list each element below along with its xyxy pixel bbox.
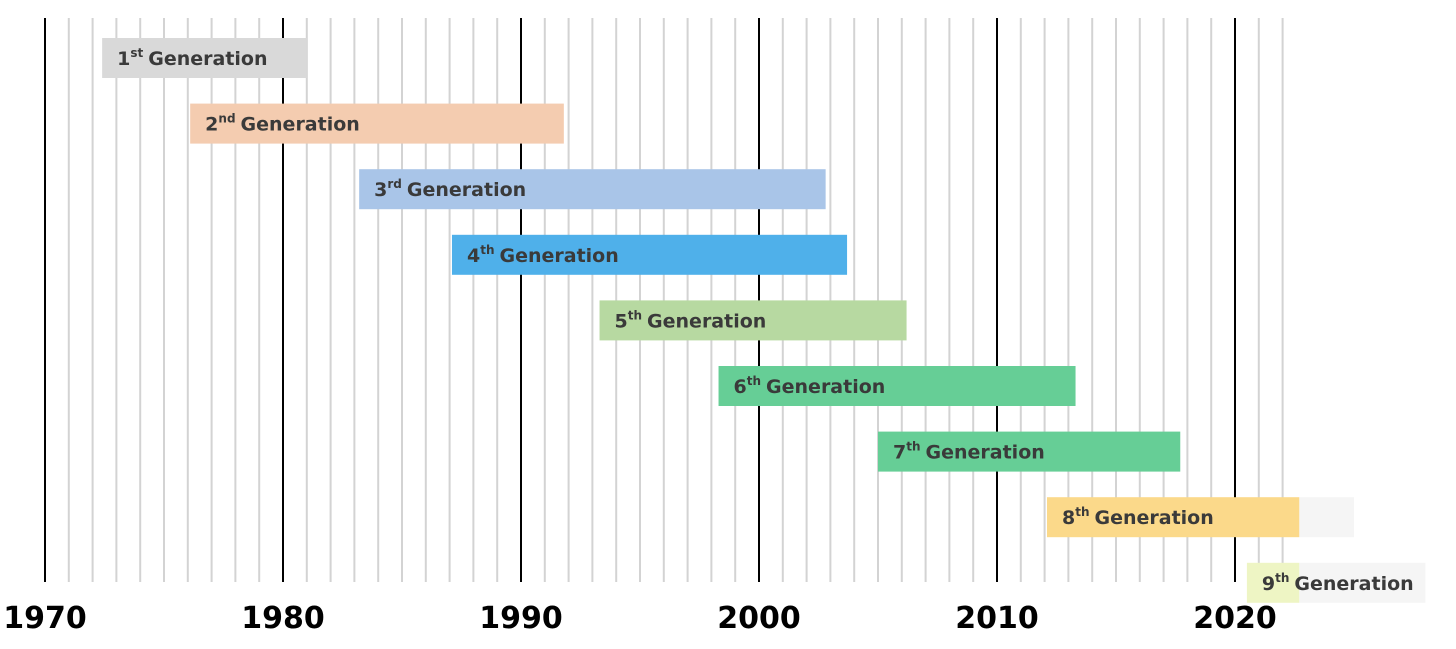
generation-ordinal-suffix: nd bbox=[218, 112, 235, 126]
generation-3-label: 3rd Generation bbox=[374, 177, 526, 201]
x-tick-label-2020: 2020 bbox=[1193, 601, 1277, 636]
generation-number: 8 bbox=[1062, 507, 1075, 529]
generation-number: 9 bbox=[1262, 573, 1275, 595]
generation-number: 1 bbox=[117, 48, 130, 70]
generation-1-bar bbox=[102, 38, 307, 78]
generation-8-bar-extension bbox=[1299, 497, 1354, 538]
generation-word: Generation bbox=[1094, 507, 1213, 529]
generation-4-bar bbox=[451, 234, 848, 275]
generation-ordinal-suffix: th bbox=[1075, 505, 1089, 519]
x-tick-label-1980: 1980 bbox=[241, 601, 325, 636]
generation-number: 5 bbox=[615, 310, 628, 332]
generation-7-label: 7th Generation bbox=[893, 440, 1045, 464]
generation-2-bar-group: 2nd Generation bbox=[190, 103, 564, 144]
generation-ordinal-suffix: rd bbox=[387, 177, 402, 191]
generation-2-label: 2nd Generation bbox=[205, 112, 360, 136]
generation-ordinal-suffix: st bbox=[130, 46, 143, 60]
generation-5-bar bbox=[599, 300, 907, 341]
generation-number: 7 bbox=[893, 442, 906, 464]
generation-1-bar-group: 1st Generation bbox=[102, 38, 307, 78]
generation-8-bar-group: 8th Generation bbox=[1046, 497, 1354, 538]
generation-1-label: 1st Generation bbox=[117, 46, 267, 70]
generation-word: Generation bbox=[407, 179, 526, 201]
generation-8-label: 8th Generation bbox=[1062, 505, 1214, 529]
generation-5-label: 5th Generation bbox=[615, 308, 767, 332]
generation-6-bar bbox=[718, 366, 1076, 406]
generation-7-bar-group: 7th Generation bbox=[878, 431, 1181, 472]
generation-word: Generation bbox=[148, 48, 267, 70]
generation-number: 2 bbox=[205, 114, 218, 136]
generation-9-bar-extension bbox=[1299, 562, 1426, 603]
x-tick-label-2000: 2000 bbox=[717, 601, 801, 636]
generation-ordinal-suffix: th bbox=[1275, 571, 1289, 585]
generation-9-bar-group: 9th Generation bbox=[1246, 562, 1426, 603]
generation-number: 3 bbox=[374, 179, 387, 201]
generation-word: Generation bbox=[926, 442, 1045, 464]
x-tick-label-2010: 2010 bbox=[955, 601, 1039, 636]
generation-number: 4 bbox=[467, 245, 480, 267]
x-tick-label-1970: 1970 bbox=[3, 601, 87, 636]
generation-3-bar bbox=[359, 169, 826, 210]
generation-7-bar bbox=[878, 431, 1181, 472]
generation-word: Generation bbox=[1294, 573, 1413, 595]
generation-number: 6 bbox=[734, 376, 747, 398]
generation-5-bar-group: 5th Generation bbox=[599, 300, 907, 341]
generation-ordinal-suffix: th bbox=[747, 374, 761, 388]
generation-word: Generation bbox=[766, 376, 885, 398]
generation-ordinal-suffix: th bbox=[906, 440, 920, 454]
generation-word: Generation bbox=[647, 310, 766, 332]
generation-2-bar bbox=[190, 103, 564, 144]
generation-6-bar-group: 6th Generation bbox=[718, 366, 1076, 406]
generation-ordinal-suffix: th bbox=[480, 243, 494, 257]
x-tick-label-1990: 1990 bbox=[479, 601, 563, 636]
generation-word: Generation bbox=[241, 114, 360, 136]
generation-ordinal-suffix: th bbox=[628, 308, 642, 322]
generation-6-label: 6th Generation bbox=[734, 374, 886, 398]
generation-4-bar-group: 4th Generation bbox=[451, 234, 848, 275]
generation-9-bar bbox=[1246, 562, 1300, 603]
generation-8-bar bbox=[1046, 497, 1300, 538]
generation-3-bar-group: 3rd Generation bbox=[359, 169, 826, 210]
generation-4-label: 4th Generation bbox=[467, 243, 619, 267]
generation-word: Generation bbox=[499, 245, 618, 267]
generation-9-label: 9th Generation bbox=[1262, 571, 1414, 595]
x-axis-tick-labels: 1970 1980 1990 2000 2010 2020 bbox=[3, 601, 1277, 636]
